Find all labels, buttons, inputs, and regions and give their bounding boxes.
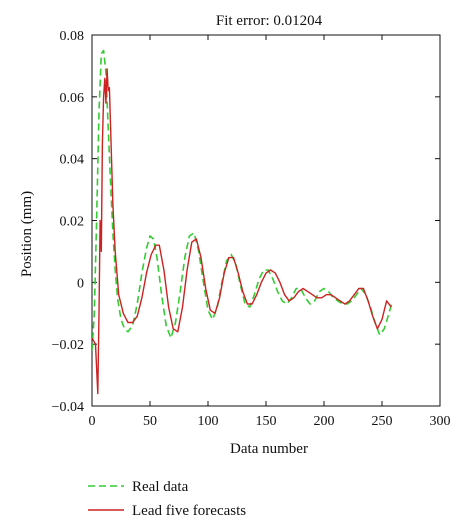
- y-tick-label: 0.08: [60, 29, 85, 44]
- y-tick-label: 0.04: [60, 153, 85, 168]
- legend-label: Lead five forecasts: [132, 503, 246, 519]
- legend: Real data Lead five forecasts: [88, 479, 246, 519]
- x-tick-label: 250: [372, 414, 393, 429]
- y-axis: −0.04 −0.02 0 0.02 0.04 0.06 0.08: [52, 29, 440, 415]
- x-tick-label: 100: [198, 414, 219, 429]
- series-line-lead-five-forecasts: [92, 68, 392, 395]
- x-tick-label: 50: [143, 414, 157, 429]
- x-tick-label: 200: [314, 414, 335, 429]
- x-tick-label: 300: [430, 414, 451, 429]
- y-tick-label: −0.04: [52, 400, 84, 415]
- y-tick-label: −0.02: [52, 338, 84, 353]
- x-axis-label: Data number: [230, 441, 308, 457]
- series-layer: [92, 49, 394, 395]
- y-tick-label: 0: [77, 276, 84, 291]
- x-axis: 0 50 100 150 200 250 300: [89, 35, 451, 429]
- legend-label: Real data: [132, 479, 189, 495]
- y-tick-label: 0.06: [60, 91, 85, 106]
- y-tick-label: 0.02: [60, 215, 85, 230]
- plot-frame: [91, 34, 441, 407]
- series-line-real-data: [92, 49, 394, 351]
- x-tick-label: 150: [256, 414, 277, 429]
- y-axis-label: Position (mm): [19, 191, 35, 277]
- x-tick-label: 0: [89, 414, 96, 429]
- chart-title: Fit error: 0.01204: [216, 13, 323, 29]
